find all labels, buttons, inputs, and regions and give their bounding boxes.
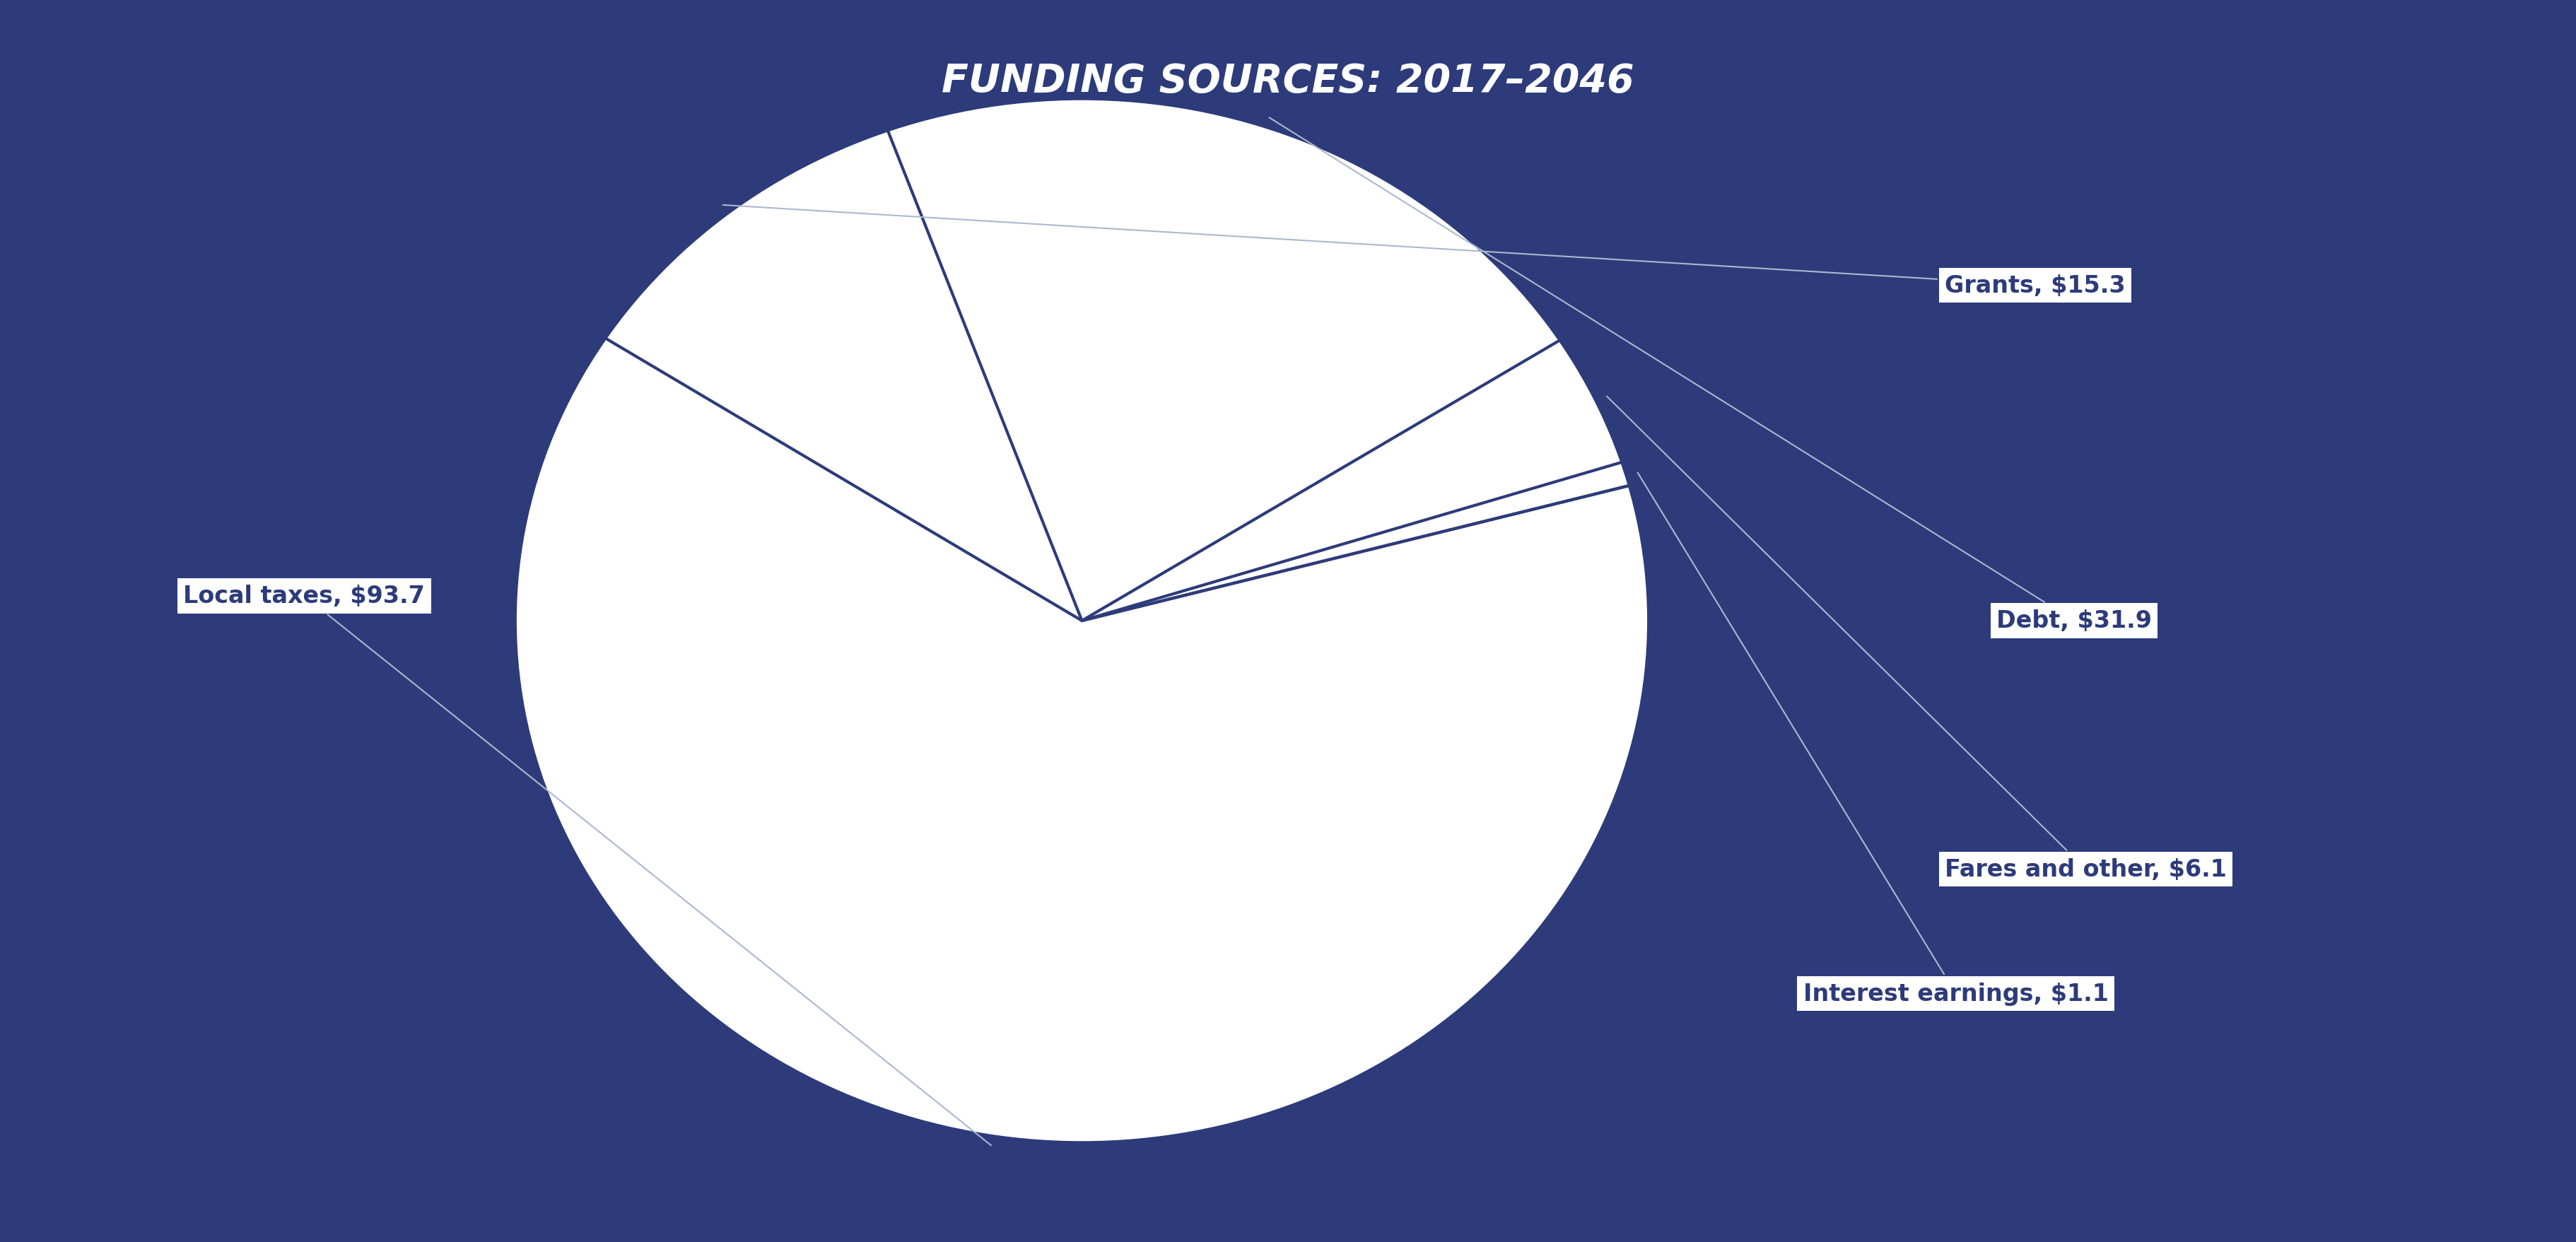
Text: FUNDING SOURCES: 2017–2046: FUNDING SOURCES: 2017–2046 <box>943 62 1633 101</box>
Text: Local taxes, $93.7: Local taxes, $93.7 <box>183 585 992 1145</box>
Text: Debt, $31.9: Debt, $31.9 <box>1270 118 2151 632</box>
Text: Grants, $15.3: Grants, $15.3 <box>724 205 2125 297</box>
Ellipse shape <box>515 99 1649 1143</box>
Text: Interest earnings, $1.1: Interest earnings, $1.1 <box>1638 473 2110 1005</box>
Text: Fares and other, $6.1: Fares and other, $6.1 <box>1607 396 2226 881</box>
